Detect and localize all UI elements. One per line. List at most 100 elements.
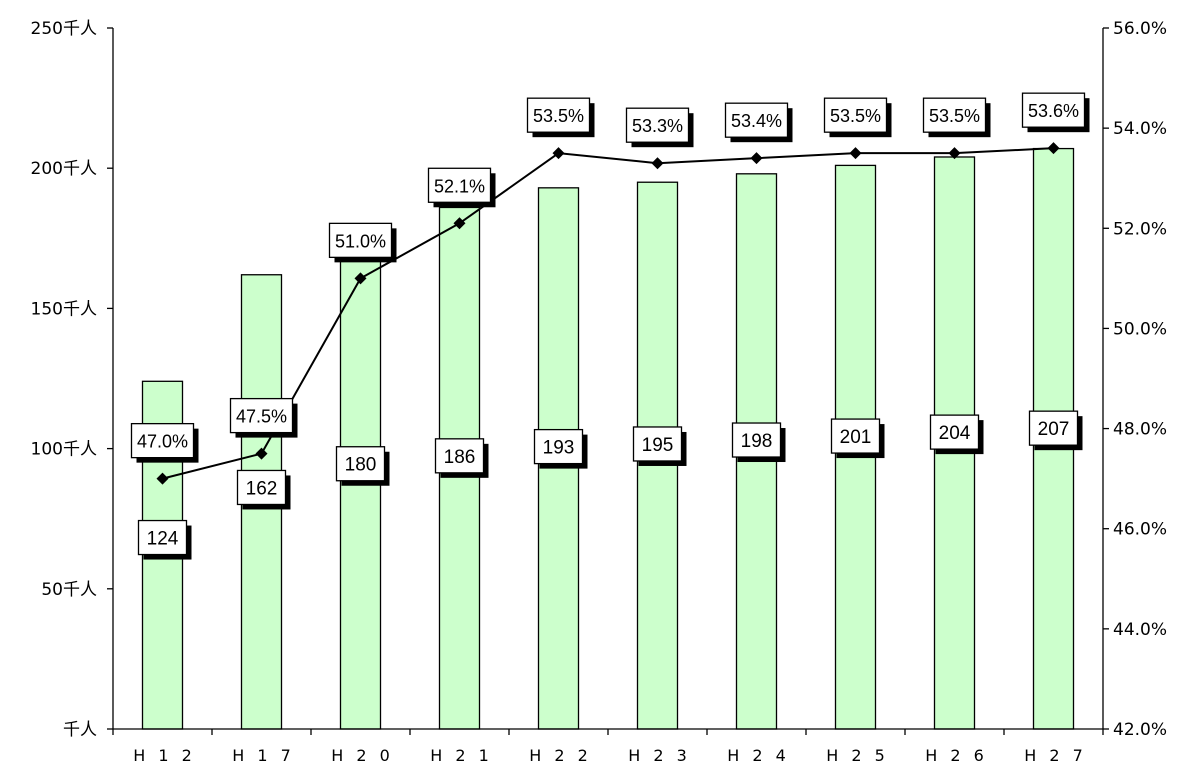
line-label-H17-text: 47.5% bbox=[236, 407, 287, 427]
line-point-H25 bbox=[849, 147, 862, 160]
x-tick-label: H 1 7 bbox=[232, 746, 295, 765]
line-label-H23-text: 53.3% bbox=[632, 116, 683, 136]
x-tick-label: H 1 2 bbox=[133, 746, 196, 765]
bar-label-H12: 124 bbox=[137, 519, 192, 560]
axes: 千人 50千人 100千人 150千人 200千人 250千人 42.0% 44.0% 46.0… bbox=[31, 19, 1167, 765]
line-label-H22-box bbox=[526, 97, 591, 133]
line-series bbox=[156, 142, 1060, 485]
line-label-H23-box bbox=[625, 107, 690, 143]
right-tick-label: 52.0% bbox=[1113, 219, 1167, 239]
right-tick-label: 56.0% bbox=[1113, 19, 1167, 39]
line-label-H17: 47.5% bbox=[229, 397, 298, 438]
left-tick-label: 千人 bbox=[63, 720, 97, 740]
bar-label-H12-box bbox=[137, 519, 188, 556]
x-tick-label: H 2 0 bbox=[331, 746, 394, 765]
bar-label-H27-text: 207 bbox=[1038, 419, 1070, 440]
line-point-H22 bbox=[552, 147, 565, 160]
x-tick-label: H 2 1 bbox=[430, 746, 493, 765]
x-tick-label: H 2 2 bbox=[529, 746, 592, 765]
bar-label-H20: 180 bbox=[335, 446, 390, 486]
line-point-H23 bbox=[651, 157, 664, 170]
bar-label-H23-box bbox=[632, 426, 683, 462]
x-tick-label: H 2 6 bbox=[925, 746, 988, 765]
bar-label-H25-text: 201 bbox=[840, 427, 872, 448]
line-point-H12 bbox=[156, 472, 169, 485]
line-label-H22: 53.5% bbox=[526, 97, 595, 138]
line-point-H21 bbox=[453, 217, 466, 230]
bar-label-H23-text: 195 bbox=[642, 435, 674, 456]
bar-label-H17-text: 162 bbox=[246, 478, 278, 499]
line-label-H12-box bbox=[130, 422, 195, 459]
bar-label-H24-box bbox=[731, 422, 782, 458]
line-label-H26-text: 53.5% bbox=[929, 106, 980, 126]
bar-label-H22-box bbox=[533, 428, 584, 465]
line-label-H22-text: 53.5% bbox=[533, 106, 584, 126]
bar-label-H27-box bbox=[1028, 410, 1079, 446]
x-tick-label: H 2 7 bbox=[1024, 746, 1087, 765]
line-label-H23: 53.3% bbox=[625, 107, 694, 148]
line-point-H26 bbox=[948, 147, 961, 160]
bar-label-H25-box bbox=[830, 418, 881, 454]
bar-label-H22-text: 193 bbox=[543, 438, 575, 459]
line-label-H26: 53.5% bbox=[922, 97, 991, 138]
line-label-H20: 51.0% bbox=[328, 222, 397, 263]
right-tick-label: 42.0% bbox=[1113, 720, 1167, 740]
left-tick-label: 100千人 bbox=[31, 440, 97, 460]
line-label-H20-text: 51.0% bbox=[335, 231, 386, 251]
ratio-line bbox=[162, 147, 1054, 480]
x-tick-label: H 2 5 bbox=[826, 746, 889, 765]
line-point-H17 bbox=[255, 447, 268, 460]
bar-label-H20-text: 180 bbox=[345, 455, 377, 476]
bar-label-H26-box bbox=[929, 414, 980, 450]
bar-label-H27: 207 bbox=[1028, 410, 1083, 451]
bar-label-H12-text: 124 bbox=[147, 529, 179, 550]
right-tick-label: 54.0% bbox=[1113, 119, 1167, 139]
line-point-H24 bbox=[750, 152, 763, 165]
line-label-H20-box bbox=[328, 222, 393, 259]
bar-label-H24-text: 198 bbox=[741, 431, 773, 452]
line-label-H21-text: 52.1% bbox=[434, 176, 485, 196]
left-tick-label: 50千人 bbox=[41, 580, 97, 600]
line-label-H17-box bbox=[229, 397, 294, 434]
line-label-H12-text: 47.0% bbox=[137, 432, 188, 452]
line-label-H21-box bbox=[427, 167, 492, 203]
line-label-H27-text: 53.6% bbox=[1028, 101, 1079, 121]
bar-label-H21-text: 186 bbox=[444, 447, 476, 468]
line-label-H26-box bbox=[922, 97, 987, 133]
right-tick-label: 46.0% bbox=[1113, 520, 1167, 540]
line-label-H25-text: 53.5% bbox=[830, 106, 881, 126]
line-label-H27: 53.6% bbox=[1021, 92, 1090, 133]
bar-label-H21-box bbox=[434, 438, 485, 474]
right-tick-label: 48.0% bbox=[1113, 420, 1167, 440]
bar-label-H23: 195 bbox=[632, 426, 687, 466]
line-label-H24-text: 53.4% bbox=[731, 111, 782, 131]
bar-label-H20-box bbox=[335, 446, 386, 482]
bar-label-H26: 204 bbox=[929, 414, 984, 455]
line-point-H20 bbox=[354, 272, 367, 285]
bar-label-H22: 193 bbox=[533, 428, 588, 469]
line-label-H25: 53.5% bbox=[823, 97, 892, 138]
bar-label-H24: 198 bbox=[731, 422, 786, 463]
bar-label-H17-box bbox=[236, 469, 287, 506]
left-tick-label: 250千人 bbox=[31, 19, 97, 39]
line-label-H27-box bbox=[1021, 92, 1086, 128]
bar-label-H17: 162 bbox=[236, 469, 291, 510]
bar-label-H25: 201 bbox=[830, 418, 885, 459]
line-point-H27 bbox=[1047, 142, 1060, 155]
bar-data-labels: 124 162 180 186 193 195 198 201 204 207 bbox=[137, 410, 1083, 560]
right-tick-label: 44.0% bbox=[1113, 620, 1167, 640]
line-label-H12: 47.0% bbox=[130, 422, 199, 463]
bar-label-H26-text: 204 bbox=[939, 423, 971, 444]
bar-label-H21: 186 bbox=[434, 438, 489, 478]
line-label-H25-box bbox=[823, 97, 888, 133]
line-data-labels: 47.0% 47.5% 51.0% 52.1% 53.5% 53.3% 53.4% 53.5%… bbox=[130, 92, 1090, 463]
left-tick-label: 150千人 bbox=[31, 299, 97, 319]
line-label-H24-box bbox=[724, 102, 789, 138]
line-label-H21: 52.1% bbox=[427, 167, 496, 208]
left-tick-label: 200千人 bbox=[31, 159, 97, 179]
line-label-H24: 53.4% bbox=[724, 102, 793, 143]
right-tick-label: 50.0% bbox=[1113, 319, 1167, 339]
x-tick-label: H 2 3 bbox=[628, 746, 691, 765]
x-tick-label: H 2 4 bbox=[727, 746, 790, 765]
